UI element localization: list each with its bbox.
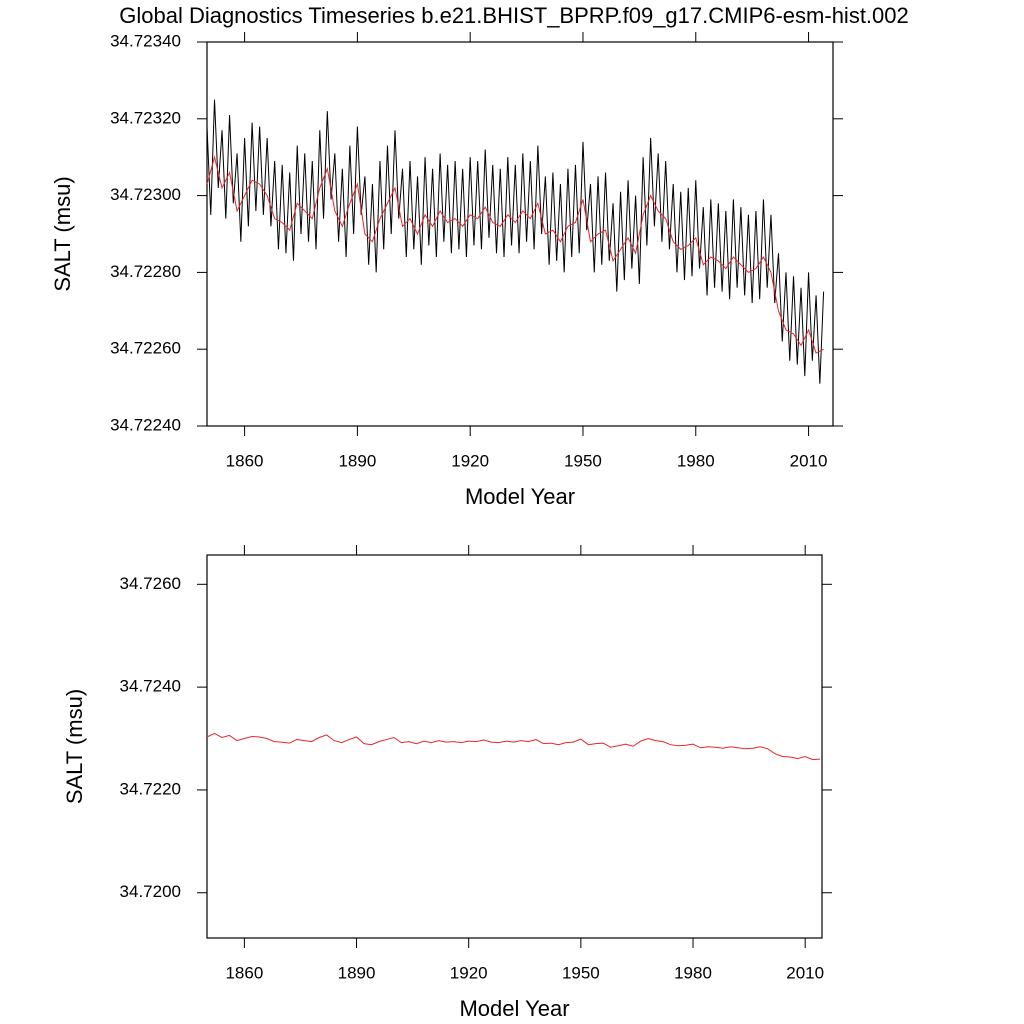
y-tick-label: 34.72340 xyxy=(110,31,181,50)
x-tick-label: 1890 xyxy=(338,451,376,470)
y-axis-title: SALT (msu) xyxy=(62,689,87,804)
y-axis-title: SALT (msu) xyxy=(50,176,75,291)
y-tick-label: 34.7220 xyxy=(120,779,181,798)
y-tick-label: 34.7260 xyxy=(120,574,181,593)
plot-frame xyxy=(206,554,823,939)
x-tick-label: 2010 xyxy=(790,451,828,470)
y-tick-label: 34.72280 xyxy=(110,262,181,281)
x-tick-label: 2010 xyxy=(786,963,824,982)
x-tick-label: 1860 xyxy=(225,963,263,982)
plot-frame xyxy=(206,41,834,427)
x-axis-title: Model Year xyxy=(465,484,575,509)
x-tick-label: 1920 xyxy=(451,451,489,470)
y-tick-label: 34.72320 xyxy=(110,108,181,127)
data-line xyxy=(206,732,821,761)
y-tick-label: 34.72300 xyxy=(110,185,181,204)
y-tick-label: 34.72260 xyxy=(110,339,181,358)
y-tick-label: 34.7240 xyxy=(120,677,181,696)
y-tick-label: 34.72240 xyxy=(110,415,181,434)
data-line xyxy=(206,155,824,354)
x-tick-label: 1950 xyxy=(564,451,602,470)
x-tick-label: 1890 xyxy=(338,963,376,982)
chart-title: Global Diagnostics Timeseries b.e21.BHIS… xyxy=(119,3,909,28)
data-line xyxy=(206,99,825,384)
x-tick-label: 1950 xyxy=(562,963,600,982)
y-tick-label: 34.7200 xyxy=(120,882,181,901)
x-tick-label: 1920 xyxy=(450,963,488,982)
x-tick-label: 1980 xyxy=(674,963,712,982)
x-axis-title: Model Year xyxy=(459,996,569,1021)
x-tick-label: 1860 xyxy=(226,451,264,470)
x-tick-label: 1980 xyxy=(677,451,715,470)
